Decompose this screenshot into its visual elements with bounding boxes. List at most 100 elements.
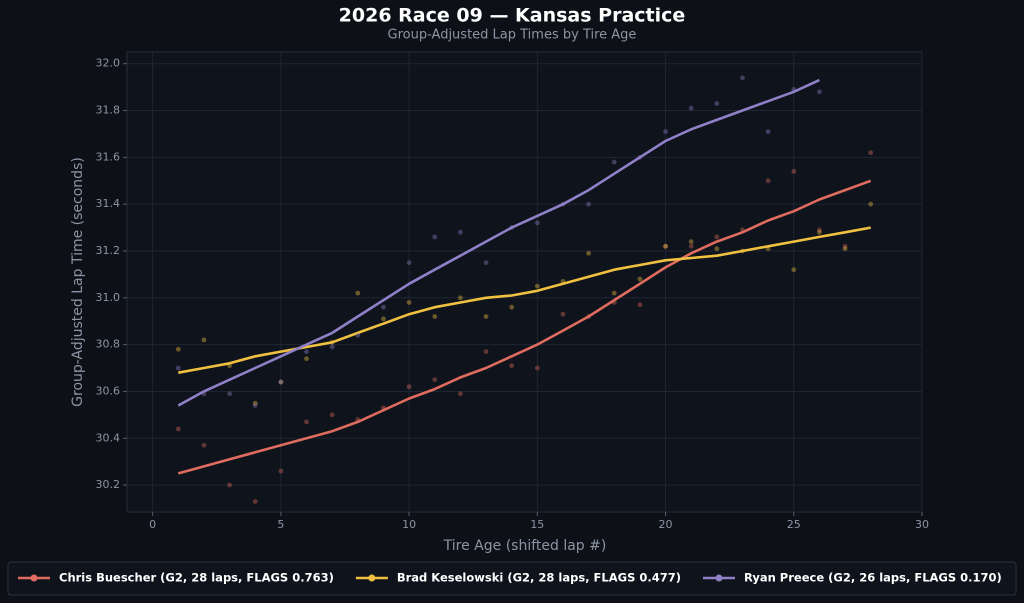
point — [791, 267, 797, 273]
y-tick-label: 32.0 — [96, 57, 121, 70]
point — [483, 260, 489, 266]
x-tick-label: 5 — [277, 518, 284, 531]
y-tick-label: 30.8 — [96, 338, 121, 351]
point — [329, 344, 335, 350]
legend-label: Brad Keselowski (G2, 28 laps, FLAGS 0.47… — [397, 571, 681, 585]
point — [304, 356, 309, 362]
point — [355, 290, 361, 296]
point — [765, 178, 771, 184]
point — [534, 220, 540, 226]
point — [329, 412, 335, 418]
point — [637, 302, 643, 308]
point — [406, 300, 412, 305]
fit-line — [177, 78, 820, 407]
y-tick-label: 31.8 — [96, 104, 121, 117]
point — [175, 346, 181, 352]
x-axis-label: Tire Age (shifted lap #) — [443, 538, 607, 554]
point — [432, 377, 438, 383]
point — [740, 75, 745, 81]
point — [765, 129, 771, 134]
x-tick-label: 20 — [659, 518, 673, 531]
point — [355, 332, 361, 338]
point — [252, 499, 258, 504]
point — [611, 159, 617, 165]
point — [227, 391, 232, 397]
point — [457, 391, 463, 397]
point — [637, 276, 643, 282]
point — [175, 426, 181, 432]
point — [252, 403, 258, 408]
point — [611, 290, 617, 296]
y-tick-label: 30.6 — [96, 384, 121, 397]
legend-box — [7, 561, 1017, 596]
legend-label: Ryan Preece (G2, 26 laps, FLAGS 0.170) — [744, 571, 1002, 585]
point — [868, 150, 874, 156]
legend-label: Chris Buescher (G2, 28 laps, FLAGS 0.763… — [59, 571, 334, 585]
point — [201, 337, 207, 343]
point — [842, 246, 848, 252]
chart-subtitle: Group-Adjusted Lap Times by Tire Age — [388, 28, 637, 43]
point — [688, 243, 694, 249]
y-tick-label: 31.6 — [96, 150, 121, 163]
point — [304, 419, 309, 425]
point — [688, 239, 694, 245]
y-axis-label: Group-Adjusted Lap Time (seconds) — [70, 157, 86, 407]
point — [586, 201, 592, 207]
point — [509, 304, 515, 310]
point — [560, 311, 566, 317]
x-tick-label: 30 — [915, 518, 929, 531]
point — [406, 260, 412, 266]
x-tick-label: 0 — [149, 518, 156, 531]
point — [175, 365, 181, 371]
point — [278, 379, 284, 385]
y-tick-label: 30.4 — [96, 431, 121, 444]
point — [381, 304, 386, 310]
point — [534, 283, 540, 289]
point — [201, 442, 207, 448]
point — [663, 129, 668, 134]
point — [406, 384, 412, 390]
point — [663, 243, 668, 249]
x-tick-label: 15 — [530, 518, 544, 531]
y-tick-label: 31.0 — [96, 291, 121, 304]
x-tick-label: 10 — [402, 518, 416, 531]
plot-area — [126, 51, 923, 513]
fit-line — [177, 179, 872, 475]
legend-dot — [715, 574, 723, 582]
y-tick-label: 30.2 — [96, 478, 121, 491]
legend-dot — [30, 574, 38, 582]
point — [381, 316, 386, 322]
legend-dot — [368, 574, 376, 582]
point — [278, 379, 284, 385]
point — [842, 243, 848, 249]
point — [534, 365, 540, 371]
point — [663, 243, 668, 249]
point — [252, 400, 258, 406]
y-tick-label: 31.2 — [96, 244, 121, 257]
y-tick-label: 31.4 — [96, 197, 121, 210]
chart-title: 2026 Race 09 — Kansas Practice — [339, 5, 686, 27]
point — [688, 105, 694, 111]
point — [714, 246, 720, 252]
point — [432, 234, 438, 240]
point — [817, 229, 822, 235]
point — [586, 250, 592, 256]
point — [817, 89, 822, 95]
point — [509, 363, 515, 369]
point — [227, 482, 232, 488]
point — [714, 234, 720, 240]
x-tick-label: 25 — [787, 518, 801, 531]
point — [457, 229, 463, 235]
point — [304, 349, 309, 355]
point — [868, 201, 874, 207]
point — [714, 101, 720, 106]
point — [278, 468, 284, 474]
point — [483, 349, 489, 355]
grid — [127, 52, 923, 512]
point — [457, 295, 463, 301]
point — [817, 227, 822, 233]
point — [791, 168, 797, 174]
point — [483, 314, 489, 319]
point — [432, 314, 438, 319]
